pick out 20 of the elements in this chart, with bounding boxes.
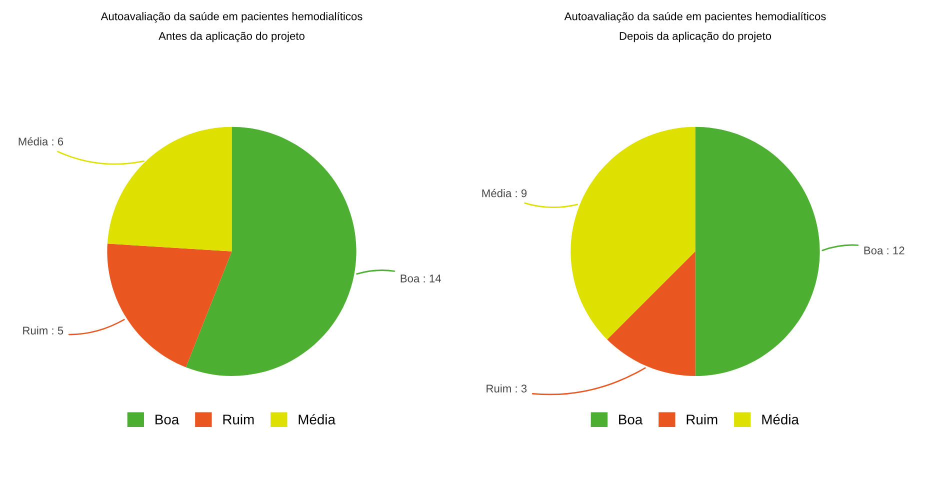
legend-label: Boa (619, 414, 643, 424)
legend-label: Ruim (223, 414, 254, 424)
data-label: Ruim : 5 (23, 326, 64, 335)
pie-slice (570, 126, 696, 340)
data-label: Boa : 14 (400, 274, 441, 282)
data-label: Média : 6 (18, 137, 64, 146)
legend-label: Boa (156, 414, 180, 424)
pie-slice (107, 244, 232, 368)
data-label: Ruim : 3 (486, 384, 527, 393)
chart-title: Autoavaliação da saúde em pacientes hemodialíticos (100, 12, 362, 23)
pie-slice (186, 126, 356, 376)
data-label: Boa : 12 (864, 246, 904, 254)
legend-label: Média (298, 414, 336, 424)
chart-subtitle: Antes da aplicação do projeto (158, 32, 304, 42)
data-label: Média : 9 (482, 188, 527, 198)
pie-slice (695, 126, 820, 376)
chart-subtitle: Depois da aplicação do projeto (620, 32, 772, 42)
legend-label: Ruim (686, 414, 718, 424)
chart-title: Autoavaliação da saúde em pacientes hemodialíticos (564, 12, 826, 23)
legend-label: Média (762, 414, 799, 424)
